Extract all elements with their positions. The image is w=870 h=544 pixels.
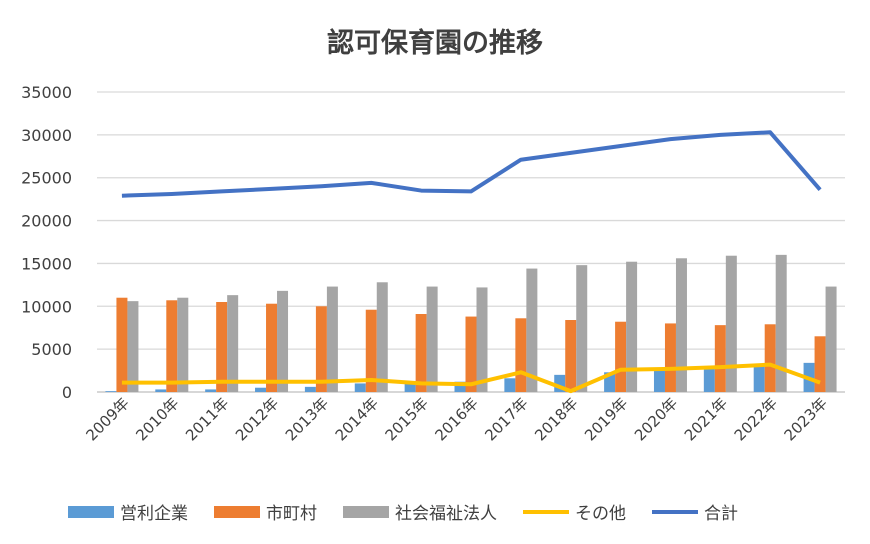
y-tick-label: 25000 (21, 169, 72, 188)
x-tick-label: 2017年 (481, 394, 531, 444)
bar-0-8 (504, 378, 516, 392)
bar-0-0 (105, 391, 117, 392)
bar-2-4 (326, 286, 338, 392)
bar-1-4 (315, 306, 327, 392)
y-tick-label: 20000 (21, 212, 72, 231)
legend-label: その他 (575, 504, 626, 524)
x-tick-label: 2011年 (182, 394, 232, 444)
bar-1-2 (216, 302, 228, 392)
y-tick-label: 10000 (21, 297, 72, 316)
legend-label: 社会福祉法人 (395, 504, 497, 524)
bar-1-10 (615, 321, 627, 392)
y-tick-label: 15000 (21, 254, 72, 273)
bar-2-13 (775, 254, 787, 392)
y-tick-label: 5000 (31, 340, 72, 359)
x-tick-label: 2013年 (282, 394, 332, 444)
x-tick-label: 2010年 (132, 394, 182, 444)
x-tick-label: 2019年 (581, 394, 631, 444)
legend-label: 営利企業 (120, 504, 188, 524)
bar-2-5 (376, 282, 388, 392)
bar-1-13 (764, 324, 776, 392)
bar-2-11 (675, 258, 687, 392)
bar-2-14 (825, 286, 837, 392)
bar-0-12 (703, 367, 715, 392)
x-tick-label: 2020年 (631, 394, 681, 444)
x-tick-label: 2012年 (232, 394, 282, 444)
bar-2-0 (127, 301, 139, 392)
x-tick-label: 2014年 (332, 394, 382, 444)
bar-2-9 (576, 265, 588, 392)
bar-0-6 (404, 382, 416, 392)
bar-0-5 (354, 383, 366, 392)
x-tick-label: 2021年 (681, 394, 731, 444)
bar-2-2 (227, 295, 239, 392)
bar-1-5 (365, 309, 377, 392)
bar-1-6 (415, 314, 427, 392)
x-tick-label: 2009年 (82, 394, 132, 444)
x-tick-label: 2022年 (731, 394, 781, 444)
bar-2-12 (725, 255, 737, 392)
bar-0-10 (604, 372, 616, 392)
bar-1-8 (515, 318, 527, 392)
legend-label: 合計 (704, 504, 738, 524)
legend-label: 市町村 (266, 504, 317, 524)
x-tick-label: 2018年 (531, 394, 581, 444)
bar-2-6 (426, 286, 438, 392)
y-tick-label: 35000 (21, 83, 72, 102)
bar-2-7 (476, 287, 488, 392)
bar-0-2 (205, 389, 217, 392)
bar-1-11 (664, 323, 676, 392)
bar-0-13 (753, 365, 765, 392)
bar-1-3 (266, 303, 278, 392)
bar-0-1 (155, 389, 167, 392)
bar-2-1 (177, 297, 189, 392)
chart-title: 認可保育園の推移 (327, 27, 543, 59)
bar-0-9 (554, 374, 566, 392)
bar-0-7 (454, 381, 466, 392)
legend-swatch-0 (68, 506, 114, 518)
bar-0-11 (653, 368, 665, 392)
bar-1-14 (814, 336, 826, 392)
bar-1-9 (565, 320, 577, 392)
x-tick-label: 2016年 (431, 394, 481, 444)
y-tick-label: 0 (62, 383, 72, 402)
x-tick-label: 2023年 (781, 394, 831, 444)
bar-2-3 (277, 290, 289, 392)
bar-1-1 (166, 300, 178, 392)
legend-swatch-2 (343, 506, 389, 518)
bar-1-0 (116, 297, 128, 392)
line-series-4 (121, 130, 822, 198)
bar-0-4 (304, 386, 316, 392)
bar-0-3 (255, 387, 267, 392)
x-tick-label: 2015年 (382, 394, 432, 444)
bar-2-8 (526, 268, 538, 392)
bar-1-12 (714, 325, 726, 392)
bar-1-7 (465, 316, 477, 392)
y-tick-label: 30000 (21, 126, 72, 145)
bar-2-10 (626, 261, 638, 392)
legend-swatch-1 (214, 506, 260, 518)
